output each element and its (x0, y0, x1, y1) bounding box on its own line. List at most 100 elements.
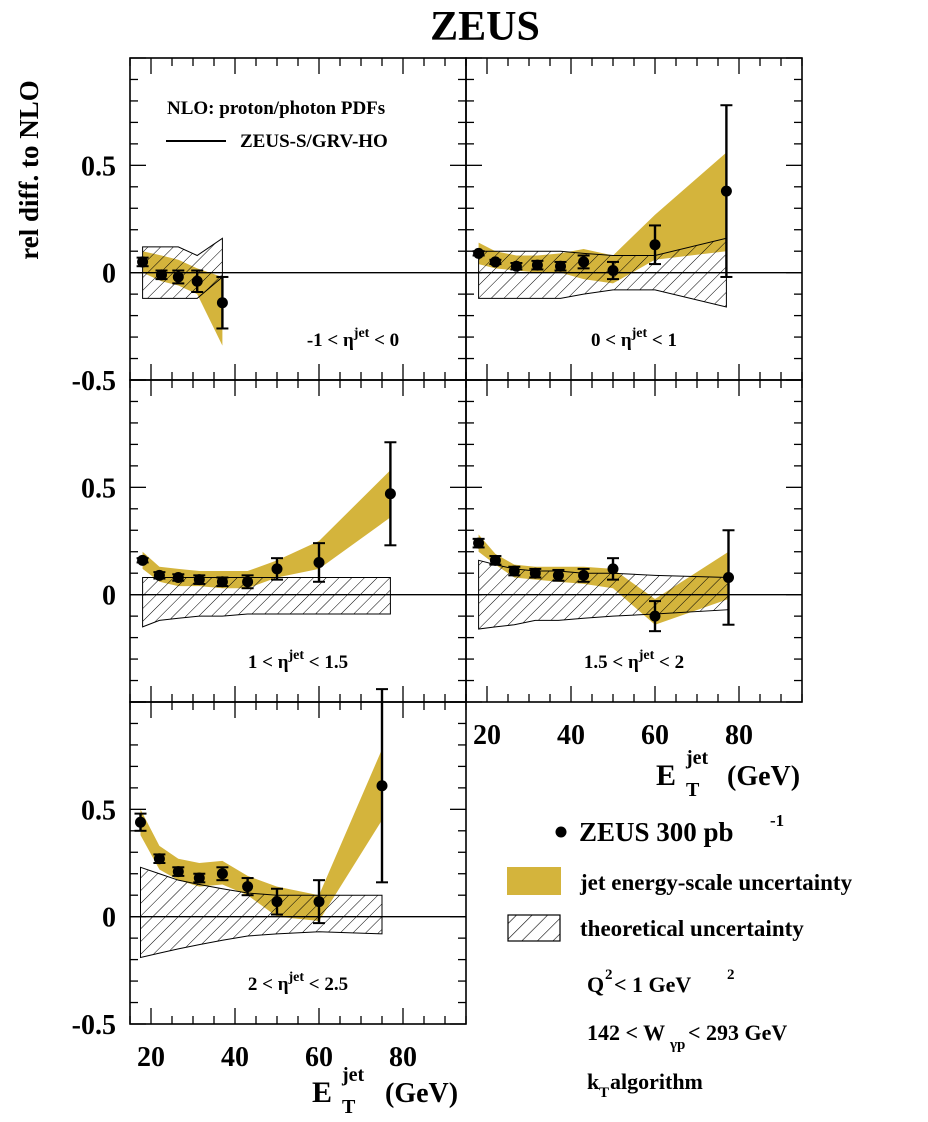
panel-label-pre: 0 < η (591, 330, 632, 351)
main-legend: ZEUS 300 pb -1 jet energy-scale uncertai… (507, 811, 853, 942)
nlo-legend-heading: NLO: proton/photon PDFs (167, 98, 385, 119)
legend-data-label: ZEUS 300 pb (579, 817, 734, 847)
x-title-right-sup: jet (685, 747, 709, 769)
panel-label-sup: jet (288, 970, 305, 985)
y-axis-label: rel diff. to NLO (14, 80, 44, 259)
data-point (508, 565, 520, 577)
panel-label-sup: jet (353, 326, 370, 341)
data-point (153, 569, 165, 581)
panel-label-post: < 1 (647, 330, 677, 351)
figure-title: ZEUS (430, 4, 540, 50)
legend-theory-label: theoretical uncertainty (580, 916, 804, 941)
y-tick-label: 0.5 (81, 473, 116, 504)
x-title-bottom-sup: jet (341, 1064, 365, 1086)
data-point (720, 185, 732, 197)
x-tick-label: 40 (557, 720, 585, 751)
x-axis-title-bottom: E jet T (GeV) (312, 1064, 458, 1118)
y-tick-label: -0.5 (72, 1010, 116, 1041)
data-point (552, 569, 564, 581)
cond-w-sub: γp (669, 1037, 685, 1053)
data-point (384, 488, 396, 500)
panel-label-post: < 2 (654, 652, 684, 673)
data-point (473, 537, 485, 549)
data-point (607, 563, 619, 575)
panel-label-pre: 1 < η (248, 652, 289, 673)
cond-w-a: 142 < W (587, 1020, 665, 1045)
panel-label: 0 < ηjet < 1 (591, 326, 677, 351)
data-point (172, 271, 184, 283)
x-tick-label: 20 (473, 720, 501, 751)
data-point (578, 256, 590, 268)
theory-band (142, 576, 391, 628)
nlo-legend: NLO: proton/photon PDFs ZEUS-S/GRV-HO (166, 98, 388, 152)
data-point (313, 896, 325, 908)
y-tick-label: 0 (102, 259, 116, 290)
panel-label-post: < 0 (369, 330, 399, 351)
data-point (473, 247, 485, 259)
panel-label: -1 < ηjet < 0 (307, 326, 399, 351)
x-tick-label: 20 (137, 1042, 165, 1073)
y-tick-label: -0.5 (72, 366, 116, 397)
panel-label-sup: jet (638, 648, 655, 663)
y-tick-label: 0 (102, 903, 116, 934)
x-axis-title-right: E jet T (GeV) (656, 747, 800, 801)
cond-w-b: < 293 GeV (688, 1020, 787, 1045)
legend-jes-swatch (507, 867, 561, 895)
data-point (137, 554, 149, 566)
panel-label: 2 < ηjet < 2.5 (248, 970, 348, 995)
panel-label-pre: 1.5 < η (584, 652, 639, 673)
cond-q2-a: Q (587, 972, 604, 997)
x-tick-label: 40 (221, 1042, 249, 1073)
data-point (216, 576, 228, 588)
data-point (216, 868, 228, 880)
panel-label-post: < 1.5 (304, 652, 348, 673)
panel-label-pre: -1 < η (307, 330, 354, 351)
x-tick-label: 80 (389, 1042, 417, 1073)
data-point (649, 610, 661, 622)
panel-label-sup: jet (288, 648, 305, 663)
conditions: Q 2 < 1 GeV 2 142 < W γp < 293 GeV k T a… (587, 967, 787, 1101)
panel-label: 1.5 < ηjet < 2 (584, 648, 684, 673)
y-tick-label: 0.5 (81, 795, 116, 826)
data-point (555, 260, 566, 272)
legend-data-sup: -1 (770, 811, 784, 830)
data-point (156, 269, 167, 281)
data-point (216, 297, 228, 309)
x-tick-label: 60 (305, 1042, 333, 1073)
data-point (242, 576, 254, 588)
x-title-bottom-unit: (GeV) (385, 1078, 458, 1109)
cond-kt-a: k (587, 1069, 600, 1094)
data-point (172, 866, 184, 878)
x-title-right-main: E (656, 759, 676, 792)
x-tick-label: 60 (641, 720, 669, 751)
nlo-legend-line-label: ZEUS-S/GRV-HO (240, 131, 388, 152)
data-point (193, 574, 205, 586)
data-point (313, 556, 325, 568)
legend-data-marker (555, 826, 567, 838)
data-point (271, 563, 283, 575)
cond-q2-sup: 2 (605, 967, 613, 983)
cond-kt-b: algorithm (610, 1069, 703, 1094)
panel-4: 20 40 60 80 1.5 < ηjet < 2 (465, 379, 803, 751)
data-point (153, 853, 165, 865)
data-point (531, 259, 543, 271)
data-point (137, 256, 149, 268)
x-title-bottom-sub: T (342, 1096, 356, 1118)
data-point (172, 571, 184, 583)
panel-label-sup: jet (631, 326, 648, 341)
x-tick-label: 80 (725, 720, 753, 751)
cond-q2-b: < 1 GeV (614, 972, 691, 997)
data-point (723, 571, 734, 583)
data-point (510, 260, 522, 272)
data-point (607, 265, 619, 277)
data-point (529, 567, 541, 579)
data-point (489, 554, 501, 566)
panel-label-post: < 2.5 (304, 974, 348, 995)
data-point (649, 239, 661, 251)
jes-band (142, 470, 391, 589)
data-point (578, 569, 590, 581)
data-point (271, 896, 283, 908)
data-point (242, 881, 254, 893)
data-point (191, 275, 203, 287)
